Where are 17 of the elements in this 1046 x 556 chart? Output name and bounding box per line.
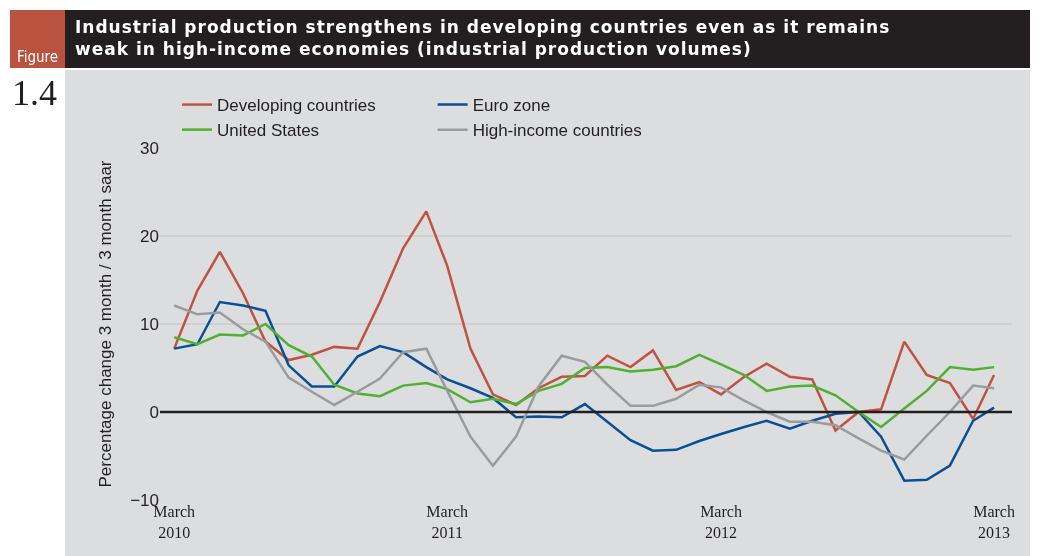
y-axis-title: Percentage change 3 month / 3 month saar	[95, 160, 115, 488]
line-series	[172, 322, 996, 429]
legend-label: United States	[217, 121, 320, 141]
text: 1.4	[12, 72, 57, 114]
legend-label: Euro zone	[472, 96, 551, 116]
legend-label: High-income countries	[472, 121, 642, 141]
y-tick-label: 10	[140, 314, 159, 334]
x-tick-label: March 2011	[426, 503, 469, 541]
text: Figure	[10, 10, 65, 68]
y-tick-label: 20	[140, 226, 159, 246]
x-tick-label: March 2012	[700, 503, 742, 541]
y-tick-label: 0	[149, 402, 159, 422]
y-tick-label: 30	[140, 138, 159, 158]
x-tick-label: March 2013	[973, 503, 1015, 541]
chart-title: Industrial production strengthens in developing countries even as it remains weak in high-income economies (industrial production volumes)	[65, 10, 1030, 68]
line-series	[172, 210, 996, 432]
legend-label: Developing countries	[217, 96, 376, 116]
